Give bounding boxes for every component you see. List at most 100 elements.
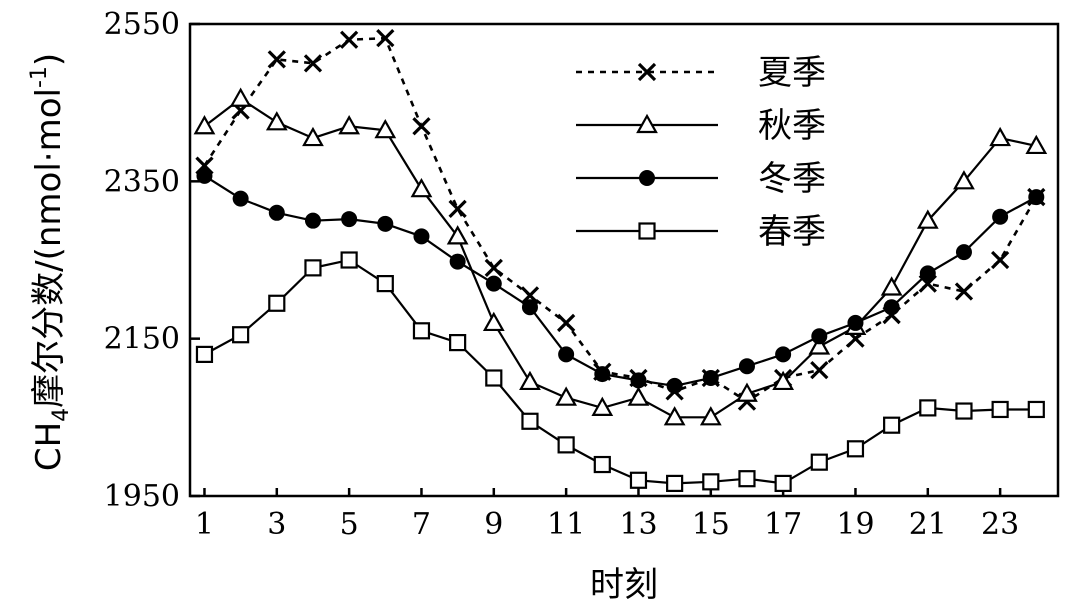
- data-point-spring: [557, 436, 575, 454]
- legend-marker-winter: [639, 170, 655, 186]
- y-tick-label: 2350: [104, 164, 180, 199]
- legend-item-spring: 春季: [576, 212, 826, 252]
- data-point-spring: [1027, 400, 1045, 419]
- x-tick-label: 9: [484, 507, 503, 542]
- data-point-winter: [341, 211, 358, 228]
- data-point-spring: [883, 416, 901, 434]
- data-point-autumn: [410, 177, 433, 198]
- data-point-autumn: [808, 335, 831, 355]
- data-point-winter: [196, 167, 213, 184]
- x-tick-label: 15: [692, 507, 730, 542]
- y-axis-title-prefix: CH: [29, 422, 69, 471]
- data-point-spring: [846, 440, 865, 458]
- data-point-summer: [412, 117, 431, 136]
- data-point-spring: [702, 473, 720, 491]
- data-point-autumn: [338, 115, 361, 135]
- data-point-spring: [232, 326, 250, 344]
- y-tick-label: 1950: [104, 479, 180, 514]
- data-point-winter: [738, 358, 755, 375]
- legend-label-summer: 夏季: [758, 53, 826, 93]
- data-point-spring: [268, 294, 286, 312]
- data-point-summer: [484, 258, 503, 277]
- series-spring: [195, 251, 1045, 493]
- x-tick-label: 1: [195, 507, 214, 542]
- data-point-winter: [666, 377, 683, 394]
- data-point-winter: [449, 253, 466, 270]
- y-axis-title-superscript: -1: [27, 66, 52, 88]
- data-point-summer: [448, 199, 467, 218]
- data-point-spring: [919, 399, 937, 417]
- data-point-autumn: [482, 311, 505, 332]
- data-point-autumn: [446, 225, 469, 245]
- data-point-autumn: [627, 386, 650, 406]
- data-point-autumn: [663, 406, 686, 426]
- legend-label-spring: 春季: [758, 212, 826, 252]
- data-point-autumn: [699, 406, 722, 426]
- legend-item-summer: 夏季: [576, 53, 826, 93]
- data-point-autumn: [772, 370, 795, 391]
- x-tick-label: 17: [764, 507, 802, 542]
- data-point-spring: [629, 471, 648, 489]
- y-axis-ticks: 1950 2150 2350 2550: [104, 7, 200, 514]
- data-point-spring: [195, 345, 214, 363]
- data-point-autumn: [916, 209, 939, 229]
- data-point-autumn: [519, 370, 541, 391]
- series-line-autumn: [203, 97, 1037, 419]
- data-point-winter: [268, 204, 285, 221]
- plot-frame: [188, 22, 1060, 498]
- data-point-summer: [954, 282, 974, 301]
- legend-label-autumn: 秋季: [758, 106, 826, 146]
- data-point-winter: [919, 265, 936, 282]
- data-point-spring: [991, 400, 1009, 419]
- legend-marker-summer: [637, 62, 657, 82]
- data-point-winter: [702, 370, 719, 386]
- data-point-autumn: [880, 276, 903, 296]
- data-point-winter: [1028, 189, 1045, 206]
- legend-item-winter: 冬季: [576, 159, 826, 199]
- x-tick-label: 13: [619, 507, 657, 542]
- series-line-winter: [203, 174, 1037, 388]
- data-point-winter: [521, 299, 538, 316]
- data-point-winter: [232, 190, 249, 207]
- data-point-winter: [992, 208, 1009, 225]
- data-point-winter: [304, 212, 321, 229]
- data-point-summer: [810, 361, 829, 380]
- data-point-winter: [811, 328, 828, 345]
- legend-item-autumn: 秋季: [576, 106, 826, 146]
- data-point-spring: [340, 251, 358, 269]
- legend-marker-autumn: [636, 113, 658, 134]
- data-point-winter: [630, 372, 647, 389]
- data-point-winter: [485, 275, 502, 292]
- x-tick-label: 23: [981, 507, 1019, 542]
- data-point-spring: [412, 322, 431, 340]
- series-layer: [193, 29, 1048, 493]
- data-point-autumn: [736, 382, 758, 402]
- y-axis-title: CH4摩尔分数/(nmol·mol-1): [27, 53, 74, 471]
- data-point-spring: [449, 334, 467, 352]
- data-point-summer: [520, 286, 540, 305]
- data-point-winter: [413, 228, 430, 245]
- x-tick-label: 5: [340, 507, 359, 542]
- data-point-autumn: [953, 170, 975, 190]
- data-point-spring: [955, 402, 973, 420]
- data-point-spring: [810, 453, 828, 471]
- data-point-winter: [847, 314, 864, 331]
- y-tick-label: 2150: [104, 322, 180, 357]
- data-point-spring: [774, 474, 792, 493]
- legend-label-winter: 冬季: [758, 159, 826, 199]
- data-point-spring: [666, 474, 684, 493]
- data-point-winter: [377, 215, 394, 232]
- y-axis-title-middle: 摩尔分数/(nmol·mol: [29, 88, 69, 408]
- data-point-spring: [593, 455, 611, 474]
- series-autumn: [193, 87, 1048, 426]
- data-point-autumn: [265, 111, 288, 131]
- series-line-spring: [203, 258, 1037, 485]
- x-tick-label: 19: [836, 507, 874, 542]
- data-point-winter: [775, 346, 792, 363]
- data-point-spring: [376, 275, 394, 293]
- data-point-autumn: [229, 87, 252, 107]
- data-point-spring: [738, 470, 756, 488]
- x-tick-label: 7: [412, 507, 431, 542]
